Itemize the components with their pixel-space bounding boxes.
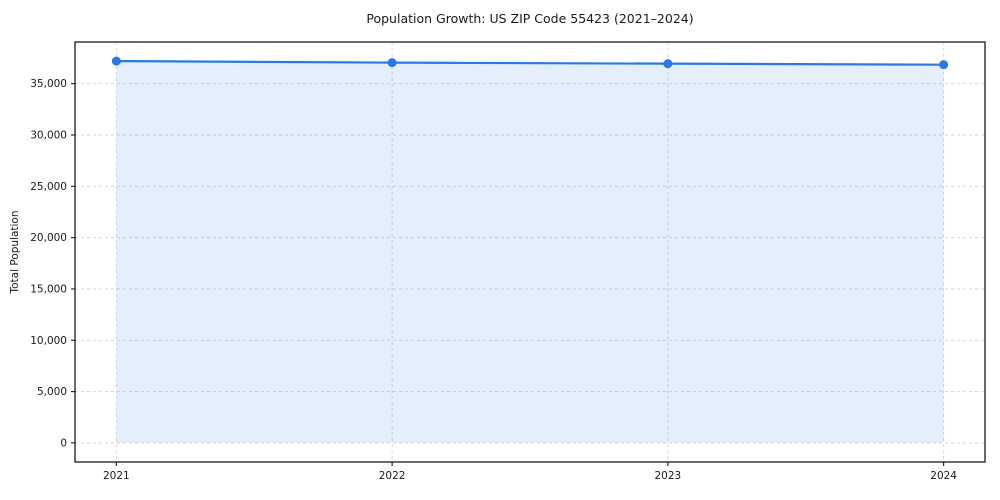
line-series-layer: [115, 59, 945, 66]
x-tick-label: 2022: [379, 470, 406, 482]
y-tick-label: 5,000: [37, 386, 67, 398]
y-tick-label: 30,000: [30, 129, 67, 141]
tick-labels-layer: 0 5,000 10,000 15,000 20,000 25,000 30,000 35,0…: [30, 78, 957, 482]
area-fill-layer: [116, 61, 944, 443]
data-markers-layer: [111, 56, 949, 70]
y-tick-label: 25,000: [30, 181, 67, 193]
gridlines-layer: [75, 42, 985, 462]
population-line: [115, 59, 945, 66]
y-tick-label: 0: [60, 437, 67, 449]
y-tick-label: 10,000: [30, 335, 67, 347]
y-tick-label: 15,000: [30, 283, 67, 295]
tick-marks-layer: [71, 83, 945, 466]
area-fill: [116, 61, 944, 443]
y-tick-label: 35,000: [30, 78, 67, 90]
x-tick-label: 2024: [930, 470, 957, 482]
y-tick-label: 20,000: [30, 232, 67, 244]
x-tick-label: 2021: [103, 470, 130, 482]
chart-title: Population Growth: US ZIP Code 55423 (20…: [366, 11, 693, 26]
data-point-marker: [111, 56, 121, 66]
data-point-marker: [387, 58, 397, 68]
plot-border: [74, 41, 986, 463]
data-point-marker: [663, 59, 673, 69]
data-point-marker: [939, 60, 949, 70]
x-tick-label: 2023: [655, 470, 682, 482]
y-axis-label: Total Population: [9, 210, 21, 294]
